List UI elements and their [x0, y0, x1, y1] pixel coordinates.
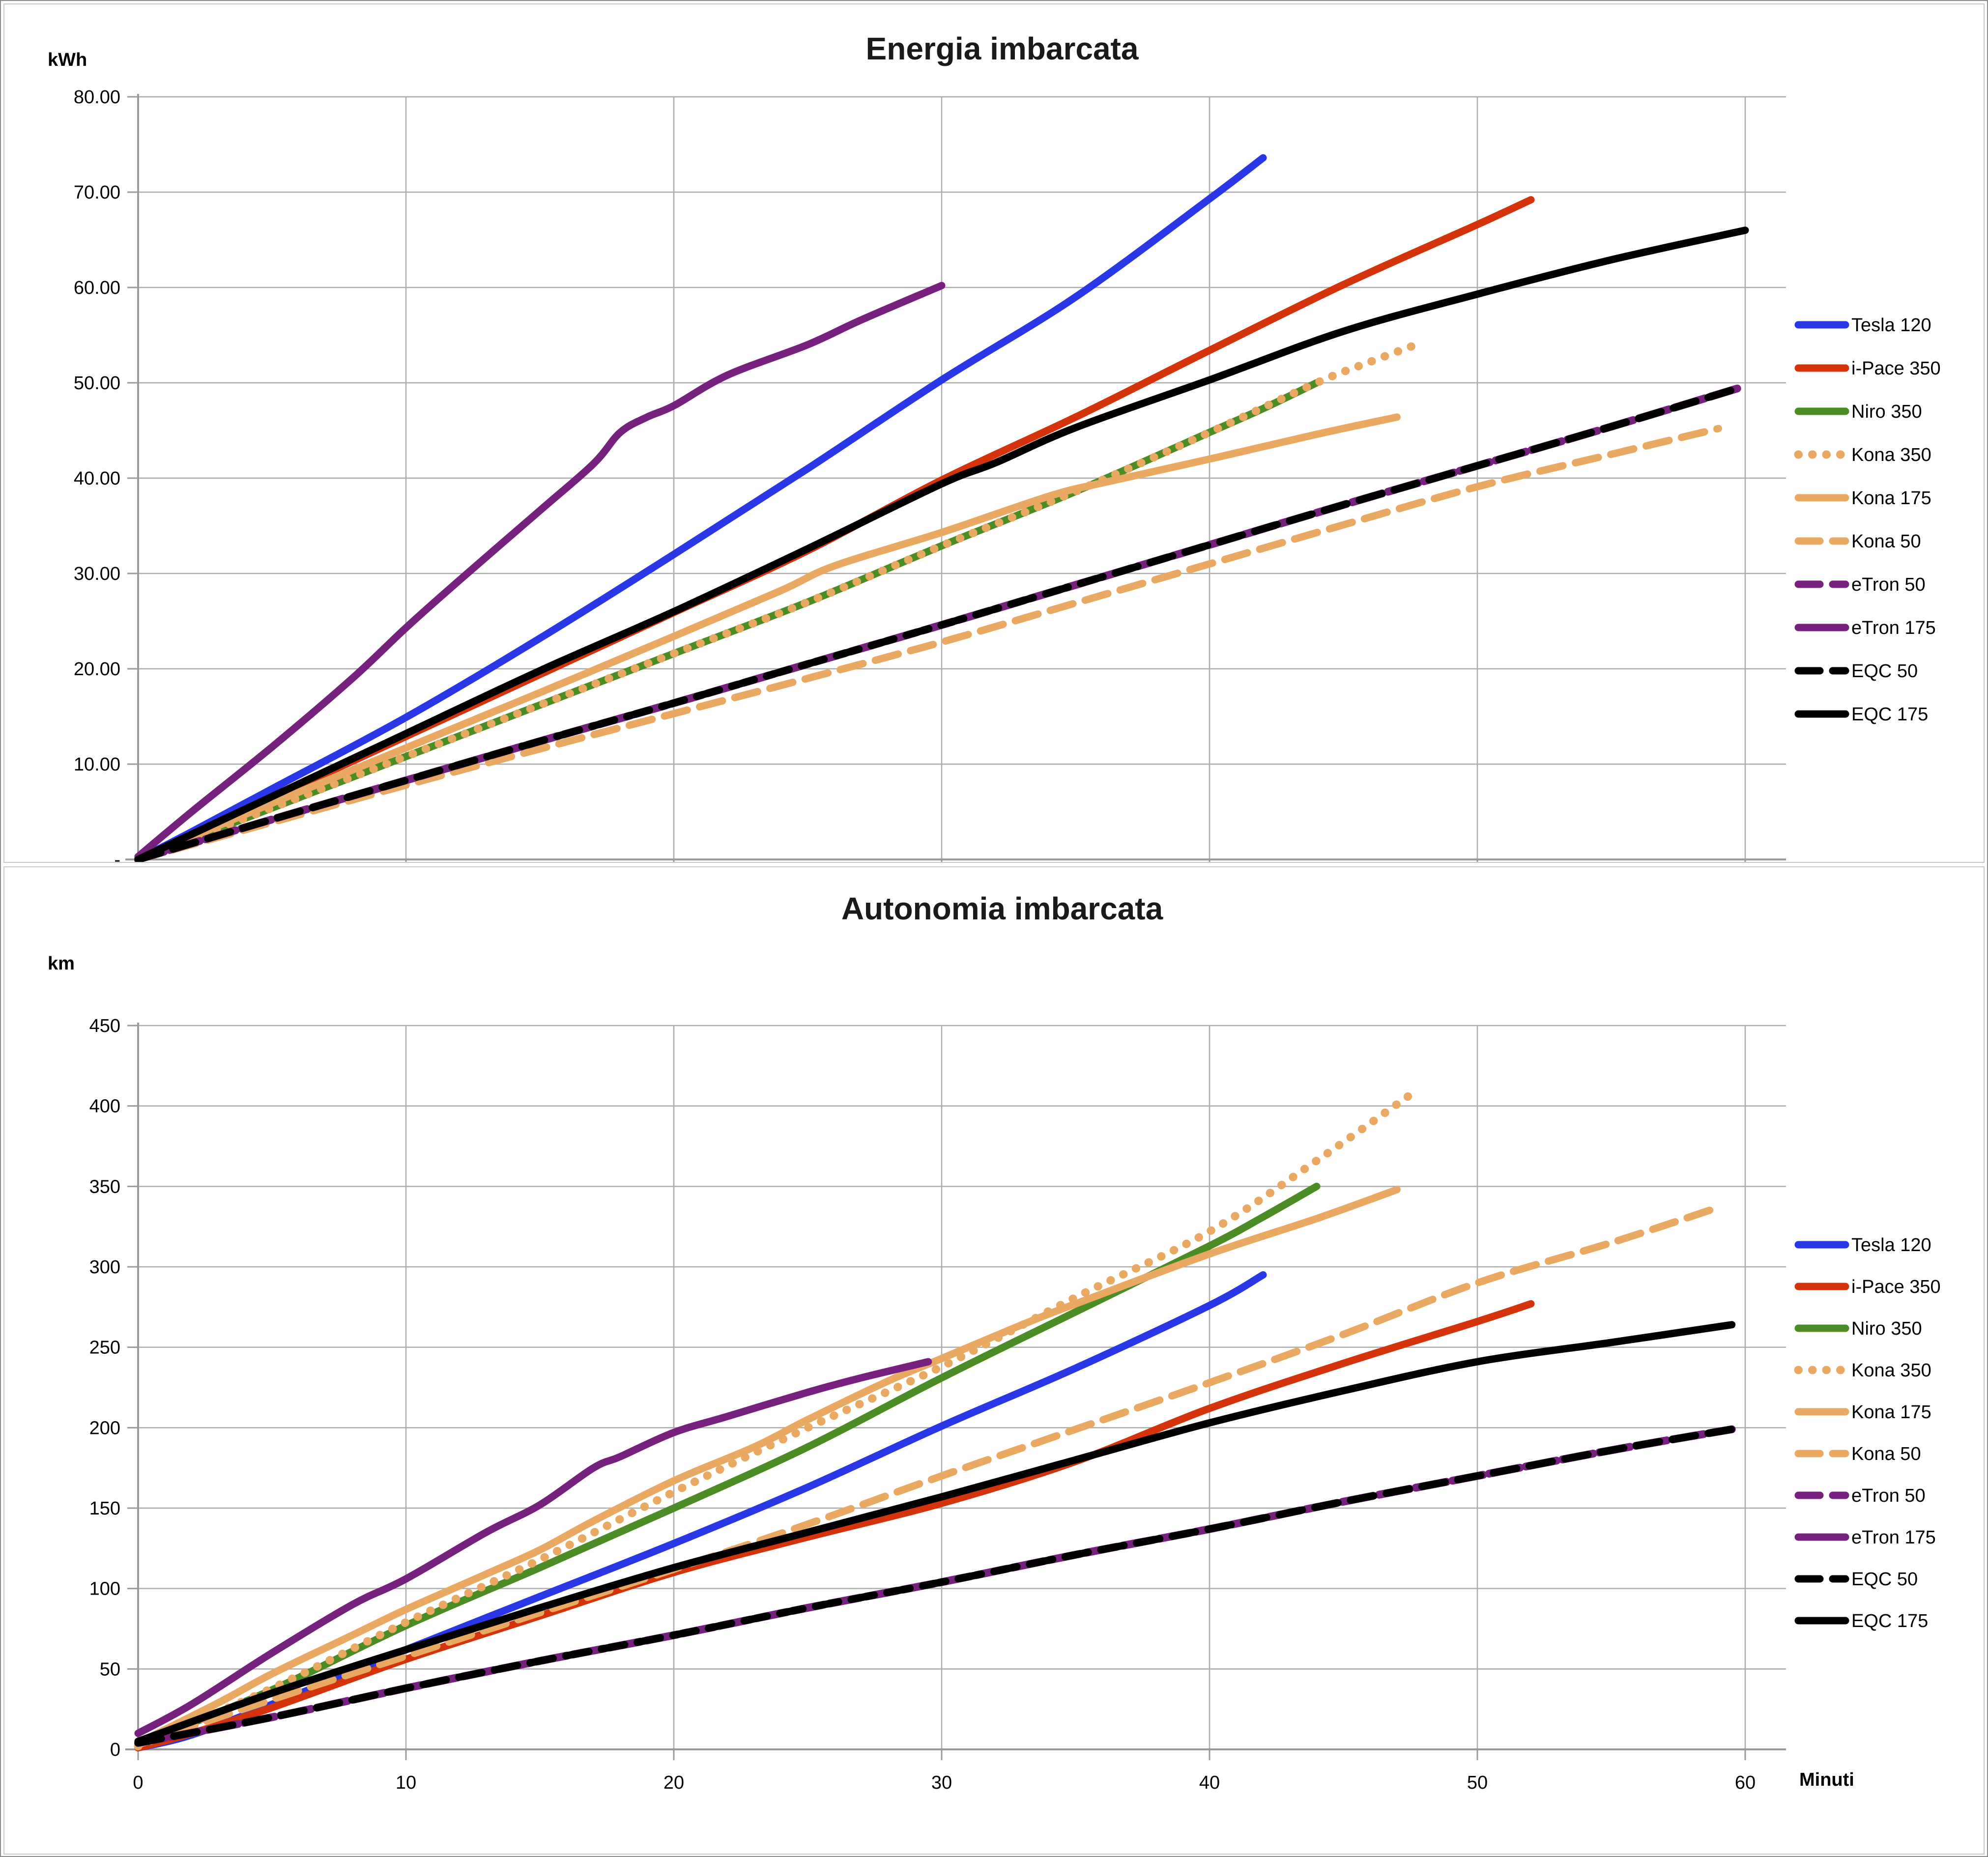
- legend-label-etron-175: eTron 175: [1851, 618, 1936, 638]
- x-tick-label: 30: [931, 1772, 952, 1793]
- y-tick-label: 50: [100, 1659, 120, 1680]
- series-line-kona-175: [134, 1186, 1401, 1747]
- y-tick-label: 30.00: [74, 564, 120, 584]
- legend-label-kona-175: Kona 175: [1851, 488, 1931, 509]
- x-tick-label: 60: [1735, 1772, 1756, 1793]
- plot-area-energia: 80.00 70.00 60.00 50.00 40.00 30.00 20.00 10.00…: [74, 87, 1786, 862]
- series-line-etron-175: [134, 1358, 932, 1737]
- y-tick-label: 60.00: [74, 278, 120, 298]
- y-tick-label: 150: [89, 1498, 120, 1519]
- legend-label-kona-50: Kona 50: [1851, 1444, 1921, 1464]
- y-tick-label: 300: [89, 1257, 120, 1278]
- y-tick-label: 100: [89, 1579, 120, 1600]
- y-tick-label: 80.00: [74, 87, 120, 108]
- legend-label-etron-175: eTron 175: [1851, 1527, 1936, 1548]
- y-tick-label: 350: [89, 1176, 120, 1197]
- plot-area-autonomia: 450 400 350 300 250 200 150 100 50 00 10 20 30 40 50 60: [89, 1016, 1786, 1793]
- legend-label-i-pace-350: i-Pace 350: [1851, 1277, 1941, 1297]
- y-tick-label: 70.00: [74, 182, 120, 203]
- x-tick-label: 10: [396, 1772, 416, 1793]
- legend-label-kona-350: Kona 350: [1851, 1360, 1931, 1381]
- legend-label-niro-350: Niro 350: [1851, 1318, 1922, 1339]
- legend-label-niro-350: Niro 350: [1851, 401, 1922, 422]
- legend-label-kona-175: Kona 175: [1851, 1402, 1931, 1423]
- x-tick-label: 20: [663, 1772, 684, 1793]
- y-tick-label: 450: [89, 1016, 120, 1036]
- legend-label-tesla-120: Tesla 120: [1851, 315, 1931, 336]
- chart-title-autonomia: Autonomia imbarcata: [841, 891, 1163, 926]
- series-line-niro-350: [134, 1182, 1321, 1748]
- legend-autonomia: Tesla 120 i-Pace 350 Niro 350 Kona 350 Kona …: [1794, 1235, 1941, 1631]
- legend-label-eqc-50: EQC 50: [1851, 1569, 1918, 1590]
- series-line-eqc-50: [134, 1426, 1736, 1747]
- series-line-etron-175: [134, 282, 946, 860]
- x-tick-label: 40: [1199, 1772, 1220, 1793]
- autonomia-chart: Autonomia imbarcata km 45040035030025020…: [48, 891, 1941, 1793]
- series-line-kona-50: [134, 425, 1722, 862]
- series-line-eqc-175: [134, 1321, 1736, 1745]
- y-unit-label-km: km: [48, 953, 75, 974]
- y-tick-label: 200: [89, 1418, 120, 1438]
- energia-chart: Energia imbarcata kWh 80.00 70.00 60.00 50.…: [48, 31, 1941, 862]
- chart-title-energia: Energia imbarcata: [866, 31, 1139, 66]
- legend-label-etron-50: eTron 50: [1851, 574, 1926, 595]
- legend-label-kona-350: Kona 350: [1851, 445, 1931, 465]
- legend-label-i-pace-350: i-Pace 350: [1851, 358, 1941, 379]
- x-tick-label: 0: [133, 1772, 143, 1793]
- y-tick-label: 20.00: [74, 659, 120, 680]
- series-line-kona-350: [134, 338, 1428, 862]
- chart-panel-autonomia: Autonomia imbarcata km 450 400 350 300 250 20…: [3, 866, 1985, 1855]
- x-tick-label: 50: [1467, 1772, 1488, 1793]
- series-line-eqc-175: [134, 227, 1749, 862]
- y-unit-label-kwh: kWh: [48, 50, 87, 70]
- legend-energia: Tesla 120 i-Pace 350 Niro 350 Kona 350 Kona …: [1794, 315, 1941, 725]
- y-tick-label: 250: [89, 1338, 120, 1358]
- y-tick-label: 50.00: [74, 373, 120, 394]
- legend-label-etron-50: eTron 50: [1851, 1486, 1926, 1506]
- legend-label-kona-50: Kona 50: [1851, 531, 1921, 552]
- y-tick-label: 0: [110, 1740, 120, 1760]
- chart-panel-energia: Energia imbarcata kWh 80.00 70.00 60.00 50.…: [3, 3, 1985, 863]
- x-axis-label-minuti-bottom: Minuti: [1799, 1770, 1854, 1790]
- series-line-kona-50: [134, 1203, 1722, 1748]
- y-tick-label: 400: [89, 1096, 120, 1117]
- y-tick-label: 40.00: [74, 468, 120, 489]
- series-line-kona-175: [134, 413, 1401, 862]
- series-line-i-pace-350: [134, 1300, 1535, 1752]
- y-tick-label: 10.00: [74, 754, 120, 775]
- y-tick-label: -: [114, 850, 120, 862]
- legend-label-eqc-175: EQC 175: [1851, 1611, 1928, 1631]
- series-line-eqc-50: [134, 385, 1741, 862]
- legend-label-tesla-120: Tesla 120: [1851, 1235, 1931, 1256]
- legend-label-eqc-175: EQC 175: [1851, 704, 1928, 725]
- legend-label-eqc-50: EQC 50: [1851, 661, 1918, 682]
- series-line-tesla-120: [134, 154, 1267, 862]
